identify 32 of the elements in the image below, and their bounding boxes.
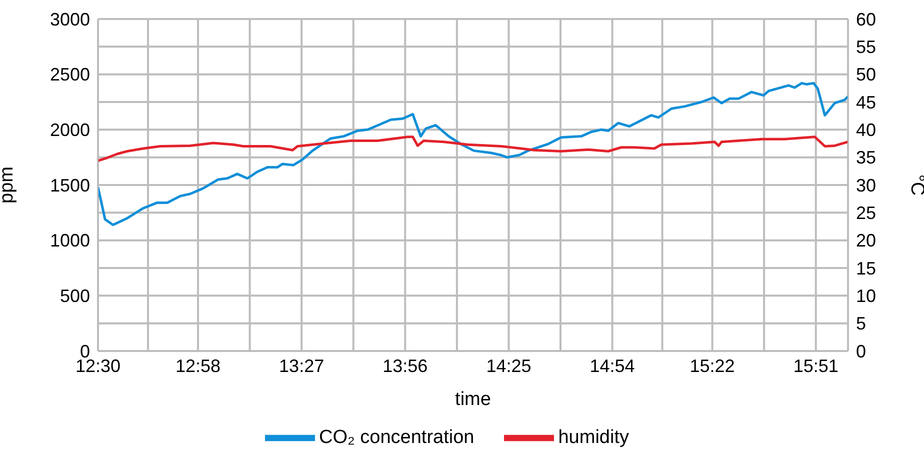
- line-series: [98, 82, 848, 226]
- y2-tick-label: 0: [856, 341, 866, 362]
- y-tick-label: 500: [60, 286, 90, 306]
- x-tick-label: 15:51: [793, 356, 838, 376]
- x-tick-label: 13:27: [279, 356, 324, 376]
- y2-tick-label: 10: [856, 286, 876, 306]
- y-tick-label: 3000: [50, 9, 90, 30]
- y2-tick-label: 20: [856, 230, 876, 251]
- line-series: [98, 136, 848, 162]
- x-tick-label: 12:58: [175, 356, 221, 376]
- y-tick-label: 2500: [50, 64, 90, 85]
- y2-tick-label: 35: [856, 148, 876, 168]
- x-tick-label: 14:54: [590, 356, 635, 376]
- y-tick-label: 1000: [50, 230, 90, 251]
- x-tick-label: 15:22: [690, 356, 735, 376]
- x-tick-label: 14:25: [486, 356, 532, 376]
- y2-tick-label: 50: [856, 64, 876, 85]
- y2-tick-label: 60: [856, 9, 876, 30]
- legend-label: CO₂ concentration: [319, 427, 474, 448]
- y2-tick-label: 45: [856, 92, 876, 112]
- x-axis-title: time: [455, 389, 491, 410]
- x-tick-label: 13:56: [382, 356, 428, 376]
- y2-tick-label: 15: [856, 258, 876, 278]
- y-tick-label: 2000: [50, 120, 90, 140]
- y-tick-label: 1500: [50, 175, 90, 196]
- y2-tick-label: 30: [856, 175, 876, 196]
- y2-tick-label: 5: [856, 314, 866, 334]
- legend-label: humidity: [558, 427, 629, 448]
- y2-tick-label: 55: [856, 37, 876, 58]
- y2-tick-label: 25: [856, 203, 876, 224]
- y2-tick-label: 40: [856, 120, 876, 140]
- y-axis-title: ppm: [0, 166, 18, 204]
